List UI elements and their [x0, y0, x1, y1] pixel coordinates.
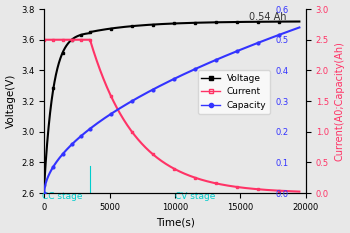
- Capacity: [123, 104, 127, 106]
- Capacity: [128, 100, 133, 103]
- Legend: Voltage, Current, Capacity: Voltage, Current, Capacity: [198, 70, 270, 113]
- Voltage: [58, 57, 63, 59]
- Voltage: [297, 20, 301, 23]
- Text: CV stage: CV stage: [175, 192, 215, 201]
- Current: [117, 110, 121, 112]
- Line: Current: Current: [43, 38, 301, 193]
- Voltage: [128, 25, 133, 28]
- Text: CC stage: CC stage: [42, 192, 82, 201]
- Current: [53, 38, 57, 41]
- Capacity: [58, 155, 63, 158]
- Current: [42, 38, 46, 41]
- Capacity: [162, 82, 166, 85]
- Voltage: [53, 79, 57, 82]
- Y-axis label: Current(A0;Capacity(Ah): Current(A0;Capacity(Ah): [335, 41, 344, 161]
- Text: 0.54 Ah: 0.54 Ah: [249, 12, 286, 22]
- Voltage: [42, 184, 46, 187]
- Capacity: [42, 192, 46, 195]
- Voltage: [123, 25, 127, 28]
- Capacity: [117, 108, 121, 110]
- Capacity: [53, 163, 57, 166]
- Current: [58, 38, 63, 41]
- Current: [162, 161, 166, 164]
- Current: [297, 190, 301, 193]
- Line: Capacity: Capacity: [43, 26, 301, 195]
- X-axis label: Time(s): Time(s): [156, 217, 195, 227]
- Y-axis label: Voltage(V): Voltage(V): [6, 74, 15, 128]
- Voltage: [162, 23, 166, 25]
- Capacity: [297, 26, 301, 29]
- Voltage: [117, 26, 121, 29]
- Current: [128, 129, 133, 131]
- Current: [123, 120, 127, 123]
- Line: Voltage: Voltage: [43, 20, 301, 187]
